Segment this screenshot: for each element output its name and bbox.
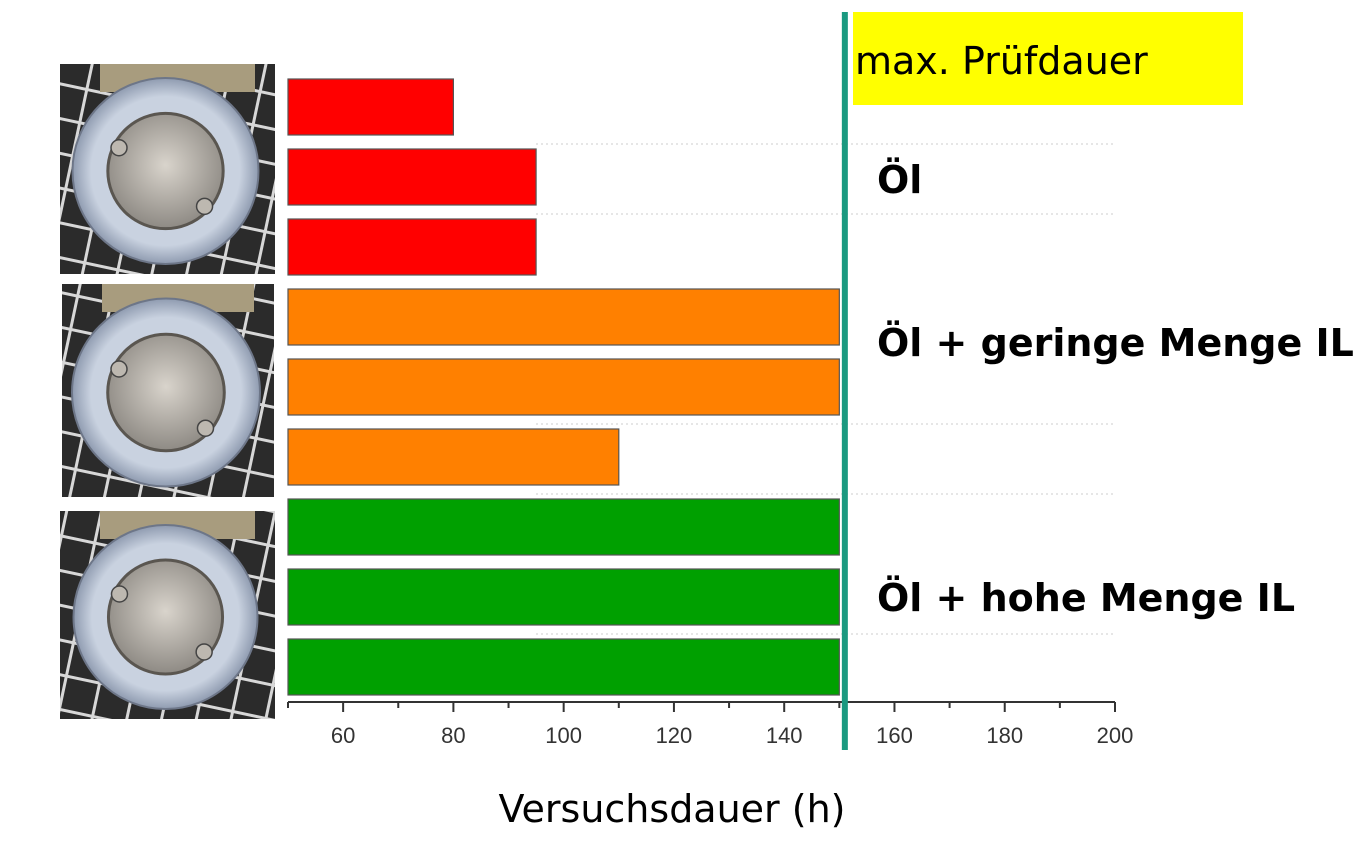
group-label: Öl + hohe Menge IL — [877, 576, 1295, 620]
x-tick-label: 160 — [876, 723, 913, 748]
high-il-sample-photo — [60, 511, 275, 719]
bar — [287, 428, 620, 486]
max-test-duration-label: max. Prüfdauer — [855, 39, 1148, 83]
x-tick-label: 60 — [331, 723, 355, 748]
bar — [287, 148, 537, 206]
group-label: Öl — [877, 158, 922, 202]
bar — [287, 358, 840, 416]
x-tick-label: 200 — [1097, 723, 1134, 748]
low-il-sample-photo — [62, 284, 274, 497]
bar — [287, 78, 454, 136]
x-tick-label: 100 — [545, 723, 582, 748]
x-tick-label: 120 — [656, 723, 693, 748]
x-tick-label: 80 — [441, 723, 465, 748]
x-tick-label: 140 — [766, 723, 803, 748]
max-test-duration-label-background — [853, 12, 1243, 105]
bar — [287, 638, 840, 696]
x-tick-label: 180 — [986, 723, 1023, 748]
x-axis: 60 80 100 120 140 160 180 200 — [287, 701, 1134, 748]
oil-sample-photo — [60, 64, 275, 274]
x-axis-label: Versuchsdauer (h) — [498, 787, 845, 831]
bar — [287, 288, 840, 346]
bar — [287, 498, 840, 556]
group-label: Öl + geringe Menge IL — [877, 321, 1354, 365]
bar — [287, 218, 537, 276]
bar — [287, 568, 840, 626]
